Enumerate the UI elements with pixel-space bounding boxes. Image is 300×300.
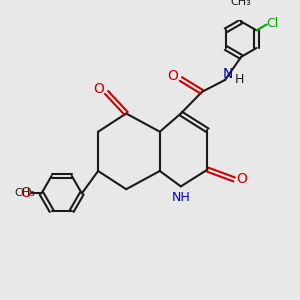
Text: N: N: [222, 67, 233, 81]
Text: O: O: [93, 82, 104, 96]
Text: CH₃: CH₃: [14, 188, 35, 198]
Text: O: O: [20, 186, 31, 200]
Text: O: O: [236, 172, 247, 186]
Text: O: O: [168, 69, 178, 82]
Text: H: H: [235, 73, 244, 86]
Text: NH: NH: [172, 190, 190, 204]
Text: Cl: Cl: [267, 17, 279, 30]
Text: CH₃: CH₃: [231, 0, 251, 7]
